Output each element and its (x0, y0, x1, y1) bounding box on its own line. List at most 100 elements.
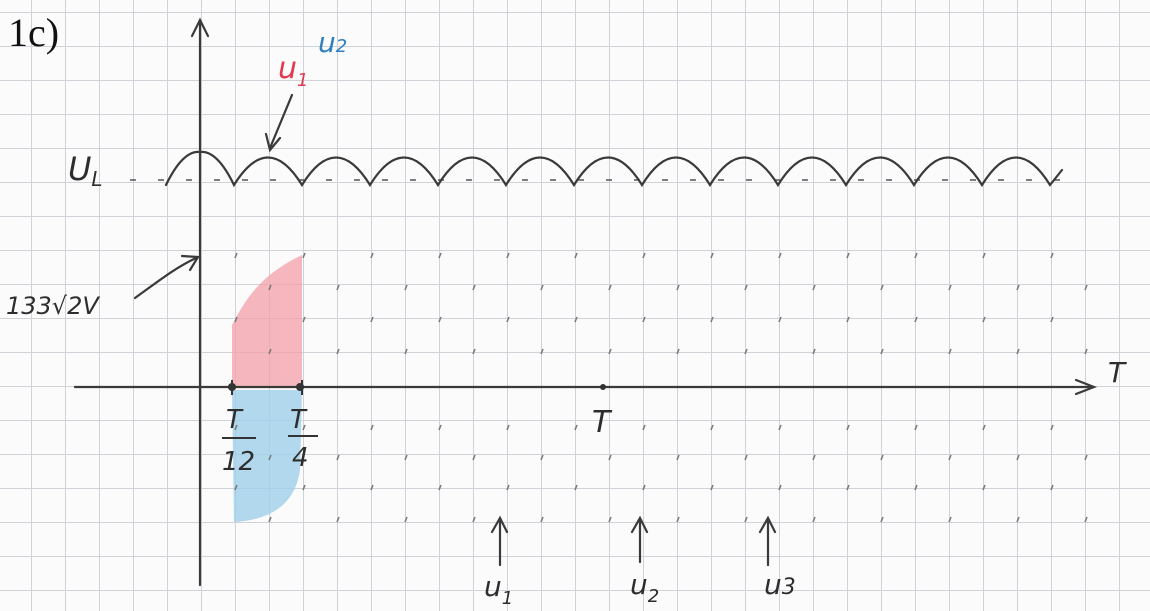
dot-mark (507, 425, 509, 430)
dot-mark (507, 253, 509, 258)
dot-mark (983, 485, 985, 490)
dot-mark (643, 253, 645, 258)
dot-mark (643, 425, 645, 430)
dot-mark (1085, 349, 1087, 354)
dot-mark (711, 317, 713, 322)
dot-mark (371, 425, 373, 430)
dot-mark (677, 455, 679, 460)
dot-mark (711, 425, 713, 430)
dot-mark (405, 285, 407, 290)
level-label: UL (68, 150, 103, 191)
dot-mark (1085, 455, 1087, 460)
bottom-label: u2 (630, 568, 659, 607)
x-axis (75, 380, 1094, 394)
amplitude-label: 133√2V (6, 292, 100, 320)
dot-mark (745, 285, 747, 290)
dot-mark (847, 253, 849, 258)
dot-mark (779, 317, 781, 322)
dot-mark (813, 455, 815, 460)
dot-mark (405, 517, 407, 522)
dot-mark (609, 455, 611, 460)
dot-mark (677, 349, 679, 354)
dot-mark (813, 349, 815, 354)
dot-mark (1017, 517, 1019, 522)
dot-mark (915, 317, 917, 322)
dot-mark (303, 253, 305, 258)
dot-mark (1051, 317, 1053, 322)
dot-mark (507, 317, 509, 322)
dot-mark (541, 349, 543, 354)
dot-mark (609, 285, 611, 290)
dot-mark (949, 285, 951, 290)
arrow (760, 518, 775, 565)
dot-mark (541, 285, 543, 290)
dot-mark (269, 517, 271, 522)
dot-mark (813, 517, 815, 522)
arrow (632, 518, 647, 562)
dot-mark (1051, 425, 1053, 430)
dot-mark (643, 317, 645, 322)
dot-mark (881, 517, 883, 522)
dot-mark (779, 253, 781, 258)
dot-mark (949, 349, 951, 354)
graph-paper: 1c) u1 u2 UL 133√2V T T 12 T 4 T u1 u2 u… (0, 0, 1150, 611)
axis-label: T (1108, 356, 1127, 389)
title: 1c) (8, 10, 59, 55)
dot-mark (575, 317, 577, 322)
tick-label: T (592, 405, 613, 440)
dot-mark (303, 317, 305, 322)
dot-mark (1085, 285, 1087, 290)
dot-mark (473, 285, 475, 290)
dot-mark (881, 455, 883, 460)
tick-dot (600, 384, 606, 390)
dot-mark (507, 485, 509, 490)
dot-mark (337, 285, 339, 290)
dot-mark (337, 349, 339, 354)
dot-mark (677, 285, 679, 290)
dot-mark (847, 485, 849, 490)
dot-mark (439, 253, 441, 258)
dot-mark (405, 455, 407, 460)
dot-mark (983, 253, 985, 258)
dot-mark (677, 517, 679, 522)
dot-mark (847, 425, 849, 430)
dot-mark (949, 455, 951, 460)
sketch: 1c) u1 u2 UL 133√2V T T 12 T 4 T u1 u2 u… (0, 0, 1150, 611)
dot-mark (643, 485, 645, 490)
label-u2: u2 (318, 26, 347, 59)
dot-mark (881, 349, 883, 354)
dot-mark (949, 517, 951, 522)
dot-mark (915, 253, 917, 258)
dot-mark (575, 485, 577, 490)
dot-mark (1017, 455, 1019, 460)
bottom-label: u3 (764, 568, 796, 601)
dot-mark (337, 517, 339, 522)
dot-mark (303, 485, 305, 490)
arrow (135, 256, 198, 298)
y-axis (192, 20, 208, 585)
arrow (266, 95, 292, 150)
positive-area (232, 255, 302, 387)
dot-mark (915, 425, 917, 430)
dot-mark (745, 517, 747, 522)
label-u1: u1 (278, 51, 308, 91)
dot-mark (439, 485, 441, 490)
dot-mark (847, 317, 849, 322)
dot-mark (779, 425, 781, 430)
bottom-label: u1 (484, 570, 513, 609)
tick-label: 4 (292, 443, 309, 473)
dot-mark (439, 317, 441, 322)
dot-mark (813, 285, 815, 290)
tick-label: 12 (222, 447, 255, 477)
dot-mark (609, 517, 611, 522)
dot-mark (779, 485, 781, 490)
dot-mark (575, 425, 577, 430)
dot-mark (337, 455, 339, 460)
dot-mark (745, 349, 747, 354)
dot-mark (983, 317, 985, 322)
dot-mark (371, 253, 373, 258)
dot-mark (439, 425, 441, 430)
arrow (492, 518, 507, 565)
dot-mark (881, 285, 883, 290)
dot-mark (1017, 349, 1019, 354)
